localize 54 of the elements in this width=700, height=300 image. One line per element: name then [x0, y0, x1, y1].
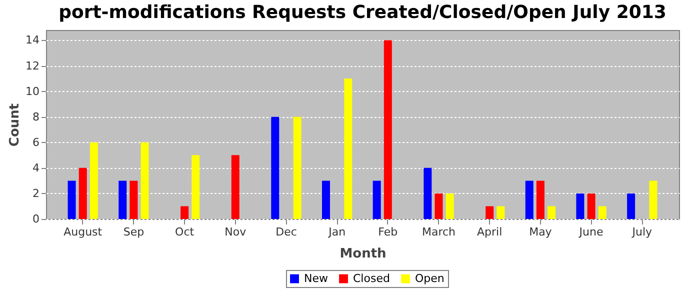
bar [446, 193, 454, 219]
bar [649, 180, 658, 219]
x-tick-label: June [578, 226, 604, 238]
legend-label: Open [415, 272, 444, 285]
bar [271, 116, 280, 219]
bar [344, 78, 352, 219]
bar [180, 206, 189, 219]
legend-label: New [304, 272, 328, 285]
bar [78, 168, 87, 219]
bar [322, 180, 330, 219]
bar [496, 206, 505, 219]
bar [424, 168, 432, 219]
bar [598, 206, 606, 219]
bar [68, 180, 76, 219]
bar [486, 206, 494, 219]
x-tick-label: August [64, 226, 103, 238]
x-tick-label: Feb [378, 226, 398, 238]
x-tick-label: May [529, 226, 552, 238]
x-tick-label: Jan [328, 226, 346, 238]
x-axis-title: Month [340, 246, 386, 262]
y-tick-label: 2 [32, 186, 40, 200]
x-tick-label: April [477, 226, 502, 238]
y-tick-label: 12 [26, 59, 40, 72]
bar [118, 180, 127, 219]
chart-title: port-modifications Requests Created/Closed/Open July 2013 [58, 2, 666, 23]
y-tick-label: 14 [26, 34, 40, 47]
legend-label: Closed [353, 272, 390, 285]
bar [384, 40, 392, 219]
bar [372, 180, 381, 219]
bar [140, 142, 149, 219]
x-tick-label: Sep [123, 226, 144, 238]
bar [548, 206, 556, 219]
x-tick-label: Oct [175, 226, 195, 238]
bar [536, 180, 544, 219]
y-tick-label: 10 [26, 84, 40, 98]
y-axis-title: Count [8, 103, 23, 147]
y-tick-label: 8 [32, 110, 40, 124]
bar [90, 142, 98, 219]
x-tick-label: March [422, 226, 456, 238]
bar [130, 180, 138, 219]
bar [192, 155, 200, 219]
y-tick-label: 4 [32, 161, 40, 174]
bar [525, 180, 534, 219]
bar [587, 193, 596, 219]
y-tick-label: 6 [32, 136, 40, 149]
x-tick-label: July [631, 226, 653, 238]
x-tick-label: Nov [224, 226, 247, 238]
y-tick-label: 0 [32, 212, 40, 226]
x-tick-label: Dec [276, 226, 297, 238]
bar [434, 193, 443, 219]
bar [576, 193, 584, 219]
bar [231, 155, 240, 219]
bar [627, 193, 636, 219]
bar [293, 116, 302, 219]
